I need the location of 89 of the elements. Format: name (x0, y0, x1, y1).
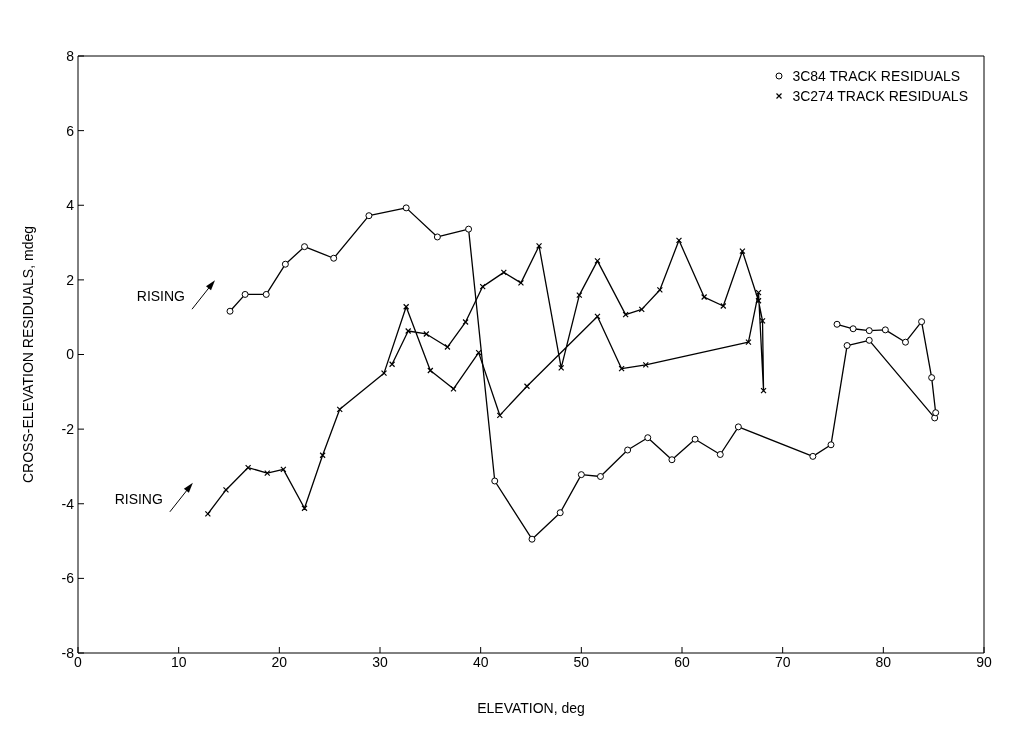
point (402, 204, 410, 212)
point (558, 364, 565, 372)
point (479, 283, 486, 290)
legend-label: 3C274 TRACK RESIDUALS (792, 88, 968, 104)
point (755, 297, 762, 304)
x-tick-label: 10 (170, 653, 187, 670)
point (241, 290, 249, 298)
point (745, 339, 752, 346)
point (517, 279, 525, 286)
point (931, 414, 939, 422)
point (701, 293, 708, 301)
y-tick-label: 0 (66, 346, 75, 363)
x-tick-label: 40 (472, 653, 489, 670)
point (760, 387, 767, 394)
point (594, 257, 601, 264)
point (405, 327, 412, 335)
point (656, 286, 663, 294)
point (226, 307, 234, 315)
point (264, 470, 271, 477)
point (462, 318, 469, 326)
point (556, 509, 564, 517)
y-tick-label: -6 (61, 570, 75, 587)
point (388, 361, 396, 368)
point (691, 435, 699, 443)
point (668, 456, 676, 464)
x-tick-label: 90 (976, 653, 992, 670)
point (624, 446, 632, 454)
point (245, 464, 252, 471)
point (576, 292, 583, 299)
y-tick-label: 6 (66, 122, 75, 139)
y-tick-label: -8 (61, 644, 75, 661)
point (496, 412, 503, 419)
point (642, 361, 649, 369)
point (932, 409, 940, 417)
x-tick-label: 70 (774, 653, 791, 670)
y-tick-label: 8 (66, 47, 75, 64)
point (843, 342, 851, 350)
y-tick-label: -4 (61, 495, 75, 512)
x-tick-label: 30 (372, 653, 388, 670)
annotation: RISING (136, 288, 186, 305)
point (380, 370, 388, 377)
point (523, 383, 531, 390)
point (444, 343, 451, 351)
x-tick-label: 80 (875, 653, 892, 670)
point (596, 473, 604, 481)
point (809, 452, 817, 460)
point (301, 505, 308, 512)
point (423, 330, 430, 338)
point (433, 233, 441, 241)
point (330, 254, 338, 262)
x-axis-title: ELEVATION, deg (477, 699, 585, 716)
point (301, 243, 308, 251)
y-tick-label: -2 (61, 421, 75, 438)
point (644, 434, 652, 442)
point (403, 303, 410, 310)
y-tick-label: 4 (66, 197, 75, 214)
annotation: RISING (114, 490, 163, 507)
legend-label: 3C84 TRACK RESIDUALS (792, 68, 961, 84)
y-tick-label: 2 (66, 271, 75, 288)
point (739, 248, 746, 255)
x-tick-label: 60 (674, 653, 690, 670)
y-axis-title: CROSS-ELEVATION RESIDUALS, mdeg (19, 226, 36, 483)
point (450, 385, 457, 392)
point (918, 318, 926, 326)
point (319, 452, 326, 459)
x-tick-label: 20 (271, 653, 288, 670)
point (865, 336, 873, 344)
point (901, 338, 909, 346)
point (928, 374, 936, 382)
point (500, 269, 507, 276)
point (833, 320, 841, 328)
point (881, 326, 889, 334)
point (528, 535, 536, 543)
point (865, 327, 873, 335)
point (465, 225, 473, 233)
point (577, 471, 585, 479)
point (716, 451, 724, 458)
point (427, 367, 434, 374)
point (262, 290, 270, 298)
point (675, 237, 683, 244)
point (491, 477, 499, 485)
point (734, 423, 742, 431)
point (849, 325, 857, 333)
point (827, 441, 835, 449)
point (365, 212, 373, 220)
point (720, 302, 727, 310)
x-tick-label: 50 (573, 653, 590, 670)
point (281, 260, 289, 268)
point (759, 317, 766, 325)
